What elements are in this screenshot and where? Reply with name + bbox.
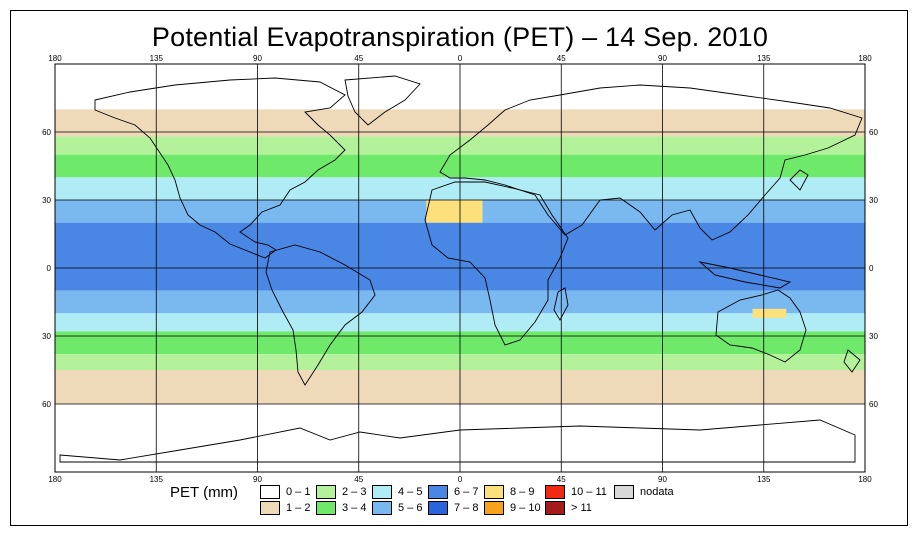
madagascar-outline — [553, 287, 569, 321]
legend-swatch-0 — [260, 485, 280, 499]
north-america-outline — [94, 77, 346, 259]
legend-label-9: 9 – 10 — [510, 502, 541, 514]
legend-label-12: nodata — [640, 486, 674, 498]
japan-outline — [789, 169, 809, 191]
legend-swatch-4 — [372, 485, 392, 499]
lon-label-bottom-2: 90 — [253, 475, 262, 484]
legend-title: PET (mm) — [170, 484, 239, 501]
graticule — [54, 63, 866, 473]
lon-label-top-8: 180 — [858, 54, 872, 63]
legend-label-10: 10 – 11 — [571, 486, 607, 498]
legend-label-5: 5 – 6 — [398, 502, 423, 514]
europe-asia-outline — [439, 84, 863, 241]
lat-label-right-4: 60 — [869, 400, 878, 409]
lon-label-bottom-5: 45 — [557, 475, 566, 484]
australia-outline — [715, 289, 807, 363]
legend-swatch-9 — [484, 501, 504, 515]
lon-label-top-7: 135 — [757, 54, 771, 63]
legend-swatch-1 — [260, 501, 280, 515]
axis-labels: 180 180 135 135 90 90 45 45 0 0 45 45 90 90 135 135 180 1… — [42, 54, 878, 484]
legend-swatch-10 — [545, 485, 565, 499]
antarctica-outline — [59, 419, 856, 463]
hotspot-australia-2 — [752, 308, 787, 318]
lat-label-right-2: 0 — [869, 264, 874, 273]
legend-label-1: 1 – 2 — [286, 502, 311, 514]
lat-label-left-2: 0 — [47, 264, 52, 273]
lon-label-bottom-4: 0 — [458, 475, 463, 484]
lat-label-left-0: 60 — [42, 128, 51, 137]
legend-label-0: 0 – 1 — [286, 486, 311, 498]
legend-swatch-3 — [316, 501, 336, 515]
lon-label-bottom-7: 135 — [757, 475, 771, 484]
map-title: Potential Evapotranspiration (PET) – 14 … — [151, 22, 769, 52]
legend-label-7: 7 – 8 — [454, 502, 479, 514]
lat-label-left-4: 60 — [42, 400, 51, 409]
legend-swatch-8 — [484, 485, 504, 499]
figure-frame — [10, 10, 908, 526]
legend-label-4: 4 – 5 — [398, 486, 423, 498]
legend-label-8: 8 – 9 — [510, 486, 535, 498]
legend-swatch-5 — [372, 501, 392, 515]
south-america-outline — [265, 244, 376, 386]
lon-label-bottom-6: 90 — [658, 475, 667, 484]
lon-label-top-2: 90 — [253, 54, 262, 63]
legend-swatch-2 — [316, 485, 336, 499]
indonesia-outline — [698, 261, 792, 289]
lon-label-top-4: 0 — [458, 54, 463, 63]
lon-label-bottom-3: 45 — [354, 475, 363, 484]
lat-label-right-0: 60 — [869, 128, 878, 137]
lon-label-bottom-8: 180 — [858, 475, 872, 484]
lon-label-bottom-1: 135 — [150, 475, 164, 484]
legend-swatch-6 — [428, 485, 448, 499]
lat-label-left-1: 30 — [42, 196, 51, 205]
legend-label-6: 6 – 7 — [454, 486, 479, 498]
greenland-outline — [344, 75, 421, 126]
lat-label-right-1: 30 — [869, 196, 878, 205]
legend-label-2: 2 – 3 — [342, 486, 367, 498]
legend-label-11: > 11 — [571, 502, 592, 514]
legend-swatch-7 — [428, 501, 448, 515]
africa-outline — [424, 181, 569, 346]
legend-swatch-11 — [545, 501, 565, 515]
lon-label-top-1: 135 — [150, 54, 164, 63]
hotspot-sahara-1 — [426, 200, 483, 223]
legend-label-3: 3 – 4 — [342, 502, 367, 514]
lon-label-top-5: 45 — [557, 54, 566, 63]
lon-label-bottom-0: 180 — [48, 475, 62, 484]
legend-swatch-12 — [614, 485, 634, 499]
land-outlines — [59, 75, 863, 463]
lat-label-right-3: 30 — [869, 332, 878, 341]
lon-label-top-0: 180 — [48, 54, 62, 63]
lon-label-top-3: 45 — [354, 54, 363, 63]
lon-label-top-6: 90 — [658, 54, 667, 63]
lat-label-left-3: 30 — [42, 332, 51, 341]
new-zealand-outline — [843, 349, 861, 373]
